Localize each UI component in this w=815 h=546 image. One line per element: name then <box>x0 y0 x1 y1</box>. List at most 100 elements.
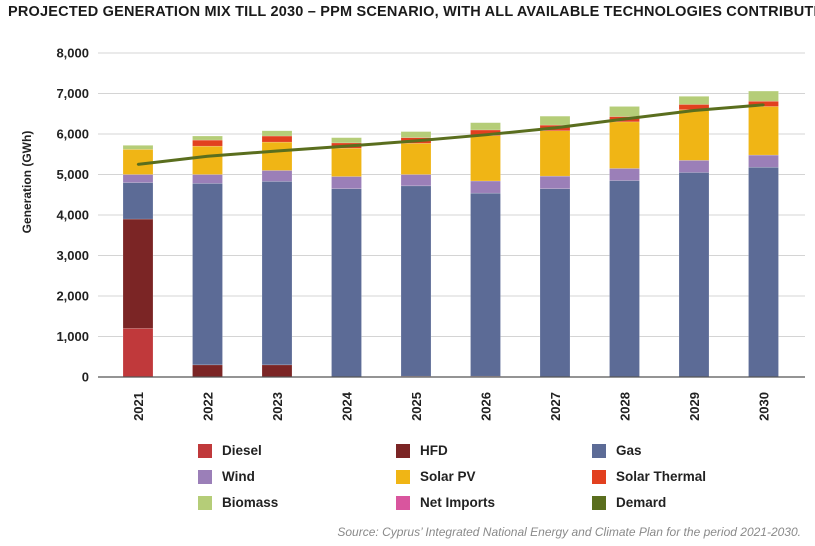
bar-segment-gas <box>192 183 223 366</box>
stacked-bar-chart: 0 1,000 2,000 3,000 4,000 5,000 6,000 7,000 8,00… <box>20 46 805 421</box>
bar-stack-2028 <box>609 106 640 378</box>
bar-segment-wind <box>678 160 710 173</box>
bar-segment-biomass <box>400 131 432 138</box>
bar-segment-solar-pv <box>192 145 223 175</box>
legend-item-demard: Demard <box>592 495 666 510</box>
legend-label: Solar PV <box>420 469 476 484</box>
y-tick-label: 6,000 <box>56 127 89 142</box>
bar-segment-gas <box>748 166 779 378</box>
y-tick-label: 0 <box>82 370 89 385</box>
legend-label: Wind <box>222 469 255 484</box>
y-tick-label: 1,000 <box>56 329 89 344</box>
bar-segment-gas <box>400 185 432 377</box>
demand-point <box>762 103 765 107</box>
bar-segment-biomass <box>331 137 362 144</box>
legend-item-hfd: HFD <box>396 443 448 458</box>
bar-segment-biomass <box>748 90 779 102</box>
legend: Diesel HFD Gas Wind Solar PV Solar Thermal Bio… <box>198 440 758 520</box>
legend-item-gas: Gas <box>592 443 642 458</box>
bar-segment-wind <box>192 174 223 184</box>
y-axis-ticks: 0 1,000 2,000 3,000 4,000 5,000 6,000 7,000 8,00… <box>56 46 89 385</box>
bar-segment-solar-thermal <box>192 139 223 147</box>
bar-stack-2030 <box>748 90 779 378</box>
legend-swatch <box>198 469 212 484</box>
bar-stacks <box>122 90 779 378</box>
bar-segment-solar-pv <box>748 106 779 156</box>
chart-title: PROJECTED GENERATION MIX TILL 2030 – PPM… <box>8 4 815 20</box>
x-tick-label: 2026 <box>479 392 494 421</box>
bar-segment-gas <box>261 181 293 366</box>
legend-item-net-imports: Net Imports <box>396 495 495 510</box>
legend-swatch <box>396 495 410 510</box>
bar-stack-2021 <box>122 145 154 378</box>
legend-swatch <box>198 443 212 458</box>
legend-label: Biomass <box>222 495 279 510</box>
bar-segment-solar-pv <box>400 143 432 175</box>
x-tick-label: 2024 <box>340 391 355 421</box>
bar-segment-biomass <box>192 135 223 141</box>
bar-segment-biomass <box>609 106 640 117</box>
bar-segment-gas <box>122 182 154 220</box>
bar-segment-hfd <box>261 364 293 378</box>
bar-stack-2029 <box>678 96 710 378</box>
demand-point <box>553 126 557 130</box>
bar-stack-2025 <box>400 131 432 378</box>
bar-stack-2024 <box>331 137 362 378</box>
bar-segment-solar-pv <box>331 147 362 177</box>
bar-segment-gas <box>331 188 362 378</box>
legend-item-diesel: Diesel <box>198 443 262 458</box>
legend-swatch <box>198 495 212 510</box>
legend-item-wind: Wind <box>198 469 255 484</box>
bar-segment-solar-pv <box>470 135 501 182</box>
bar-segment-gas <box>470 192 501 377</box>
bar-segment-solar-pv <box>678 109 710 161</box>
bar-segment-solar-pv <box>539 130 571 177</box>
bar-segment-biomass <box>261 130 293 137</box>
bar-segment-wind <box>331 176 362 189</box>
legend-label: Solar Thermal <box>616 469 707 484</box>
x-tick-label: 2021 <box>131 392 146 421</box>
bar-segment-biomass <box>539 115 571 126</box>
bar-segment-wind <box>470 180 501 194</box>
bar-stack-2026 <box>470 122 501 378</box>
x-tick-label: 2023 <box>270 392 285 421</box>
legend-label: Demard <box>616 495 667 510</box>
demand-point <box>345 144 348 148</box>
bar-segment-diesel <box>122 328 154 378</box>
x-axis-ticks: 2021 2022 2023 2024 2025 2026 2027 2028 2029 2030 <box>131 391 772 421</box>
bar-segment-wind <box>400 174 432 187</box>
bar-segment-wind <box>609 168 640 181</box>
y-tick-label: 2,000 <box>56 289 89 304</box>
bar-segment-wind <box>261 170 293 182</box>
legend-item-biomass: Biomass <box>198 495 278 510</box>
bar-segment-hfd <box>192 364 223 378</box>
demand-line <box>136 103 765 166</box>
bar-segment-wind <box>122 174 154 183</box>
bar-segment-wind <box>539 175 571 189</box>
legend-label: Net Imports <box>420 495 496 510</box>
legend-swatch <box>592 469 606 484</box>
x-tick-label: 2027 <box>548 392 563 421</box>
y-tick-label: 5,000 <box>56 167 89 182</box>
x-tick-label: 2029 <box>687 392 702 421</box>
bar-segment-gas <box>609 180 640 378</box>
x-tick-label: 2030 <box>757 392 772 421</box>
bar-segment-wind <box>748 154 779 168</box>
bar-segment-biomass <box>470 122 501 131</box>
demand-point <box>414 139 418 143</box>
demand-point <box>206 155 209 158</box>
legend-label: Gas <box>616 443 642 458</box>
demand-point <box>275 149 279 153</box>
legend-label: HFD <box>420 443 448 458</box>
bar-segment-solar-thermal <box>261 135 293 143</box>
demand-point <box>623 117 626 121</box>
y-axis-label: Generation (GWh) <box>20 131 34 234</box>
legend-label: Diesel <box>222 443 262 458</box>
bar-segment-solar-pv <box>609 121 640 169</box>
demand-point <box>692 109 696 112</box>
x-tick-label: 2022 <box>201 392 216 421</box>
bar-segment-gas <box>678 172 710 378</box>
demand-point <box>136 163 140 166</box>
y-tick-label: 7,000 <box>56 86 89 101</box>
source-note: Source: Cyprus’ Integrated National Ener… <box>337 525 801 539</box>
